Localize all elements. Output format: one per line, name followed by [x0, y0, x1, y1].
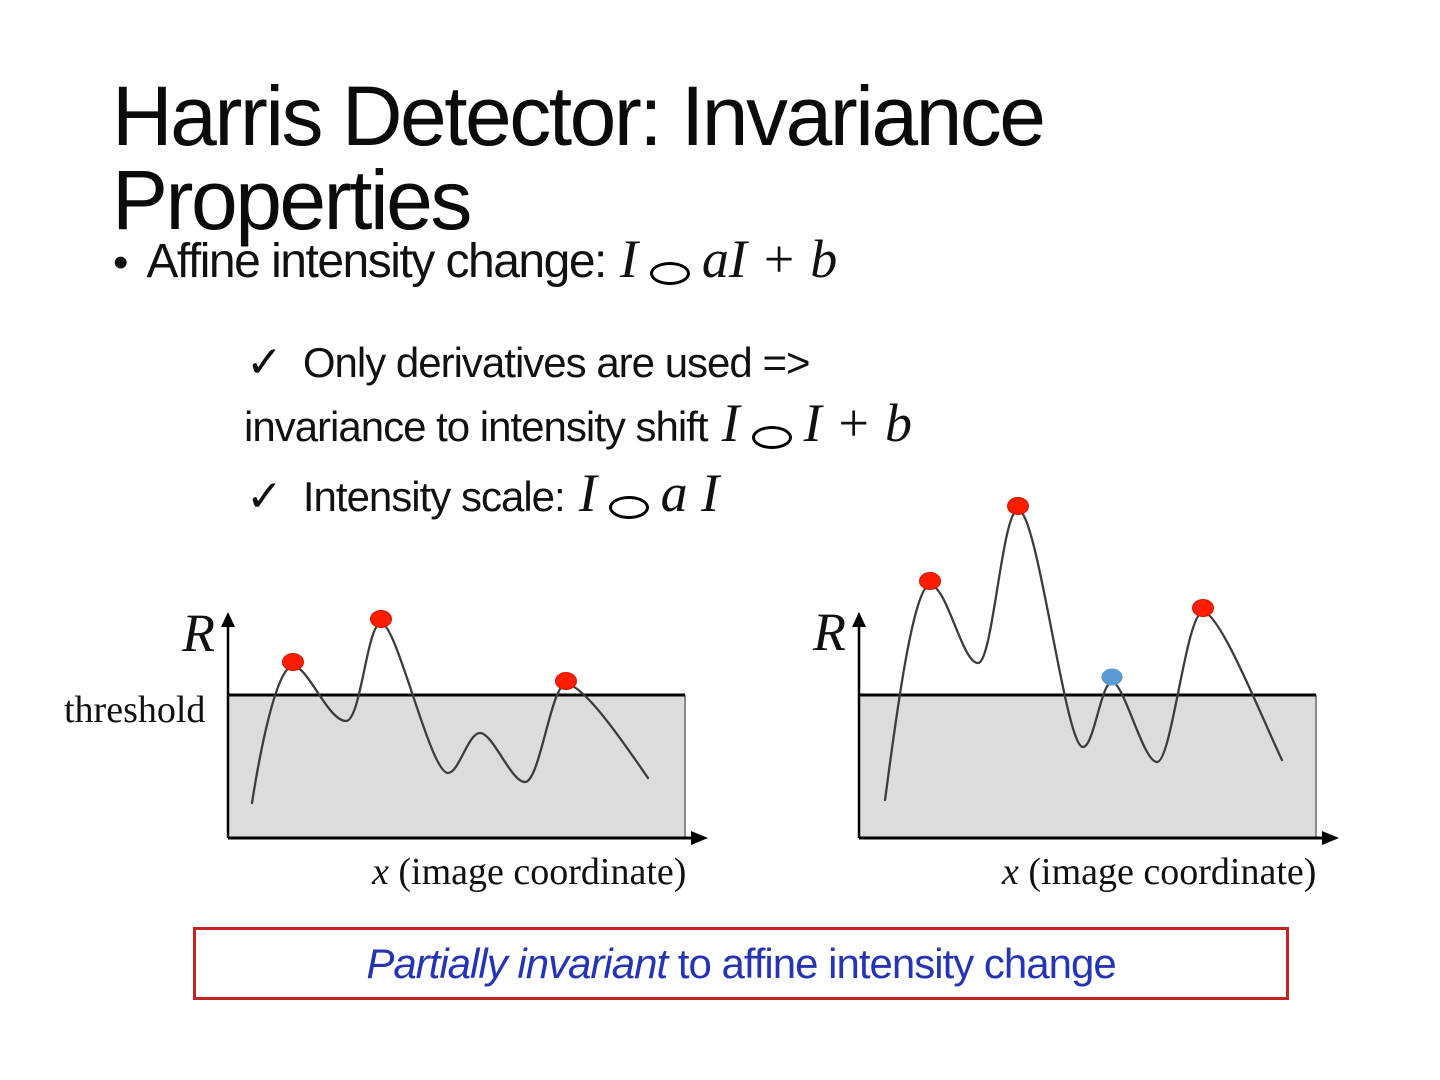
x-axis-arrow-icon: [1322, 831, 1339, 845]
corner-point: [919, 572, 941, 590]
bullet-affine-change: • Affine intensity change: I aI + b: [113, 228, 837, 290]
left-x-axis-label: x (image coordinate): [372, 850, 686, 894]
bullet-icon: •: [113, 238, 129, 287]
checkmark-icon: ✓: [246, 337, 283, 388]
corner-point: [555, 672, 577, 690]
formula-rhs: I + b: [803, 393, 912, 453]
checkmark-icon: ✓: [246, 471, 283, 522]
x-axis-arrow-icon: [691, 831, 708, 845]
corner-point: [1192, 599, 1214, 617]
corner-point: [282, 653, 304, 671]
left-response-chart: [221, 610, 708, 845]
conclusion-box: Partially invariant to affine intensity …: [193, 927, 1289, 1000]
x-variable: x: [1002, 851, 1019, 893]
left-y-axis-label: R: [182, 603, 215, 663]
right-response-chart: [852, 497, 1339, 845]
x-axis-caption: (image coordinate): [388, 851, 687, 893]
maps-to-icon: [751, 425, 792, 449]
formula-rhs: aI + b: [701, 229, 838, 289]
conclusion-italic: Partially invariant: [366, 939, 668, 987]
right-y-axis-label: R: [813, 602, 846, 662]
check-text-scale: Intensity scale:: [302, 473, 566, 520]
check-text-shift: invariance to intensity shift: [244, 403, 709, 450]
check-line-derivatives: ✓ Only derivatives are used =>: [246, 337, 810, 388]
conclusion-text: Partially invariant to affine intensity …: [366, 939, 1117, 988]
formula-lhs: I: [721, 393, 740, 453]
right-x-axis-label: x (image coordinate): [1002, 850, 1316, 894]
below-threshold-region: [859, 695, 1316, 838]
weak-point: [1101, 668, 1123, 686]
maps-to-icon: [649, 261, 690, 285]
check-text-derivatives: Only derivatives are used =>: [302, 339, 811, 386]
left-threshold-label: threshold: [64, 689, 206, 731]
maps-to-icon: [608, 495, 649, 519]
check-line-shift: invariance to intensity shift I I + b: [244, 392, 912, 454]
slide-title-line1: Harris Detector: Invariance: [112, 69, 1046, 163]
corner-point: [370, 610, 392, 628]
formula-lhs: I: [619, 229, 638, 289]
bullet-label: Affine intensity change:: [146, 235, 607, 288]
x-axis-caption: (image coordinate): [1018, 851, 1317, 893]
slide-title-line2: Properties: [112, 153, 472, 247]
y-axis-arrow-icon: [852, 612, 866, 627]
y-axis-arrow-icon: [221, 612, 235, 627]
response-curve: [883, 508, 1284, 802]
formula-lhs: I: [578, 463, 597, 523]
response-curve: [250, 621, 650, 805]
corner-point: [1007, 497, 1029, 515]
conclusion-rest: to affine intensity change: [667, 939, 1117, 987]
formula-rhs: a I: [660, 463, 720, 523]
x-variable: x: [372, 851, 389, 893]
check-line-scale: ✓ Intensity scale: I a I: [246, 462, 719, 524]
